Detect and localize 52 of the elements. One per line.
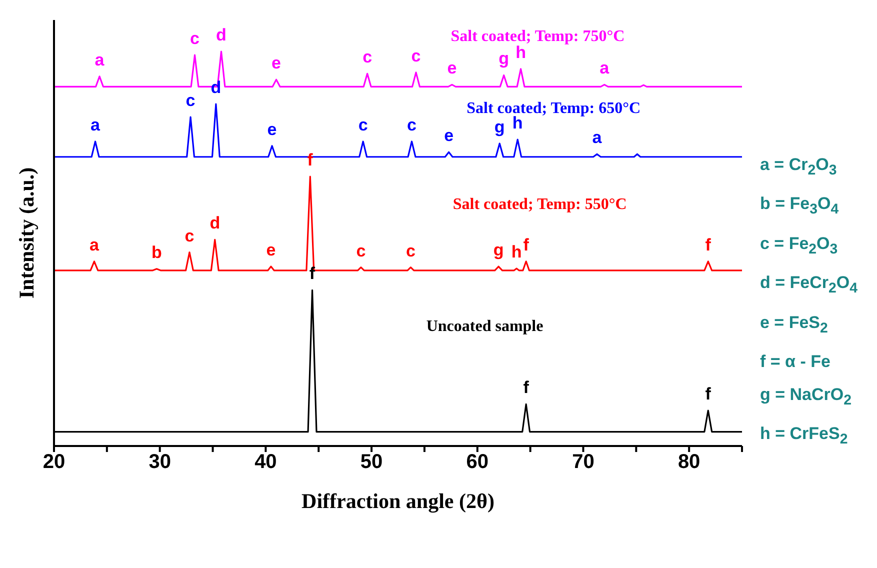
annotation: e — [267, 120, 277, 139]
text: Uncoated sample — [426, 318, 544, 335]
annotation: e — [444, 126, 454, 146]
annotation: c — [407, 115, 416, 134]
annotation: g — [493, 240, 504, 260]
text: f = α - Fe — [760, 350, 832, 373]
text: a = Cr$_{2}$O$_{3}$ — [760, 154, 838, 180]
text: Salt coated; Temp: 550°C — [452, 196, 627, 214]
annotation: c — [362, 48, 372, 67]
annotation: a — [89, 235, 100, 254]
x-tick-label: 80 — [678, 451, 700, 474]
annotation: c — [411, 46, 421, 66]
annotation: c — [186, 91, 196, 110]
annotation: f — [705, 235, 712, 254]
annotation: g — [494, 117, 505, 136]
annotation: d — [210, 214, 220, 233]
annotation: e — [266, 240, 276, 260]
annotation: a — [592, 128, 602, 148]
annotation: c — [184, 226, 194, 246]
annotation: f — [309, 264, 316, 284]
x-tick-label: 20 — [42, 451, 66, 474]
annotation: b — [151, 242, 162, 262]
x-axis-title: Diffraction angle (2θ) — [302, 489, 494, 513]
text: b = Fe$_{3}$O$_{4}$ — [760, 193, 840, 220]
text: h = CrFeS$_{2}$ — [760, 423, 849, 450]
annotation: c — [358, 115, 368, 134]
annotation: a — [94, 50, 105, 70]
x-tick-label: 30 — [148, 451, 171, 474]
x-tick-label: 60 — [466, 451, 489, 474]
annotation: g — [498, 49, 510, 68]
annotation: f — [523, 378, 530, 398]
annotation: a — [600, 58, 610, 78]
text: g = NaCrO$_{2}$ — [760, 384, 852, 410]
annotation: f — [705, 384, 712, 404]
text: d = FeCr$_{2}$O$_{4}$ — [760, 272, 858, 299]
x-tick-label: 50 — [360, 451, 383, 474]
x-tick-label: 70 — [572, 451, 594, 474]
annotation: c — [356, 241, 366, 260]
annotation: d — [216, 26, 226, 45]
text: Salt coated; Temp: 750°C — [450, 28, 625, 46]
text: e = FeS$_{2}$ — [760, 312, 829, 338]
annotation: e — [272, 54, 282, 73]
annotation: e — [447, 58, 457, 78]
annotation: f — [523, 235, 530, 254]
y-axis-title: Intensity (a.u.) — [14, 167, 38, 299]
annotation: h — [516, 42, 526, 62]
annotation: c — [190, 29, 200, 48]
x-tick-label: 40 — [254, 451, 277, 474]
annotation: c — [406, 241, 416, 260]
annotation: h — [511, 242, 522, 262]
annotation: a — [90, 115, 101, 134]
text: c = Fe$_{2}$O$_{3}$ — [760, 232, 839, 260]
